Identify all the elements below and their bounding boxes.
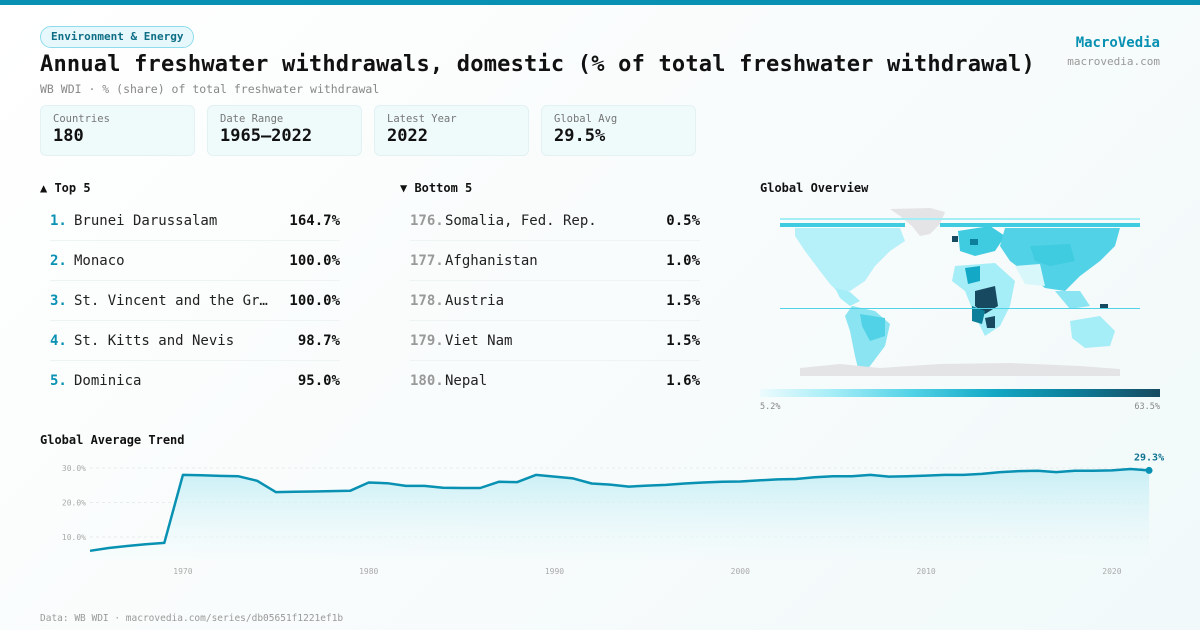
legend-max-label: 63.5% [1134, 402, 1160, 412]
stat-card-date-range: Date Range 1965–2022 [207, 105, 362, 156]
country-name: Afghanistan [445, 252, 538, 269]
svg-text:30.0%: 30.0% [62, 464, 86, 473]
svg-text:2010: 2010 [916, 567, 935, 576]
brand: MacroVedia macrovedia.com [1067, 35, 1160, 68]
rank-number: 176. [410, 212, 444, 229]
global-overview-panel: Global Overview 5.2 [760, 181, 1160, 412]
bottom5-list: 176. Somalia, Fed. Rep. 0.5% 177. Afghan… [400, 201, 700, 401]
page-title: Annual freshwater withdrawals, domestic … [40, 52, 1035, 77]
y-axis-ticks: 10.0% 20.0% 30.0% [62, 464, 86, 542]
list-item[interactable]: 4. St. Kitts and Nevis 98.7% [50, 321, 340, 361]
country-name: Nepal [445, 373, 488, 389]
list-item[interactable]: 177. Afghanistan 1.0% [410, 241, 700, 281]
bottom5-panel: ▼ Bottom 5 176. Somalia, Fed. Rep. 0.5% … [400, 181, 700, 401]
list-item[interactable]: 176. Somalia, Fed. Rep. 0.5% [410, 201, 700, 241]
rank-number: 179. [410, 332, 444, 349]
svg-text:20.0%: 20.0% [62, 499, 86, 508]
brand-url[interactable]: macrovedia.com [1067, 55, 1160, 68]
rank-number: 3. [50, 292, 67, 309]
stat-value: 180 [53, 126, 84, 146]
stat-label: Date Range [220, 113, 284, 125]
rank-number: 180. [410, 373, 444, 389]
stat-card-global-avg: Global Avg 29.5% [541, 105, 696, 156]
country-value: 1.0% [666, 252, 700, 269]
svg-text:1980: 1980 [359, 567, 378, 576]
svg-text:2000: 2000 [731, 567, 750, 576]
list-item[interactable]: 178. Austria 1.5% [410, 281, 700, 321]
trend-line [89, 467, 1150, 553]
svg-text:1990: 1990 [545, 567, 564, 576]
country-value: 1.5% [666, 292, 700, 309]
rank-number: 4. [50, 332, 67, 349]
stat-label: Countries [53, 113, 110, 125]
accent-top-bar [0, 0, 1200, 5]
top5-list: 1. Brunei Darussalam 164.7% 2. Monaco 10… [40, 201, 340, 401]
last-value-label: 29.3% [1134, 452, 1164, 463]
svg-text:10.0%: 10.0% [62, 533, 86, 542]
list-item[interactable]: 180. Nepal 1.6% [410, 361, 700, 401]
rank-number: 2. [50, 252, 67, 269]
stat-label: Latest Year [387, 113, 457, 125]
country-name: Austria [445, 292, 505, 309]
category-tag[interactable]: Environment & Energy [40, 26, 195, 48]
country-name: St. Vincent and the Gr… [74, 292, 268, 309]
list-item[interactable]: 179. Viet Nam 1.5% [410, 321, 700, 361]
rank-number: 1. [50, 212, 67, 229]
svg-text:2020: 2020 [1102, 567, 1121, 576]
stat-value: 1965–2022 [220, 126, 313, 146]
rank-number: 177. [410, 252, 444, 269]
footer-source: Data: WB WDI · macrovedia.com/series/db0… [40, 613, 344, 624]
stat-label: Global Avg [554, 113, 618, 125]
rank-number: 5. [50, 373, 67, 389]
country-name: Somalia, Fed. Rep. [445, 212, 597, 229]
stat-card-latest-year: Latest Year 2022 [374, 105, 529, 156]
country-name: St. Kitts and Nevis [74, 332, 235, 349]
stats-row: Countries 180 Date Range 1965–2022 Lates… [40, 105, 696, 156]
top5-panel: ▲ Top 5 1. Brunei Darussalam 164.7% 2. M… [40, 181, 340, 401]
legend-min-label: 5.2% [760, 402, 781, 412]
list-item[interactable]: 3. St. Vincent and the Gr… 100.0% [50, 281, 340, 321]
country-value: 0.5% [666, 212, 700, 229]
trend-area [90, 469, 1150, 560]
country-name: Viet Nam [445, 332, 513, 349]
country-name: Monaco [74, 252, 125, 269]
map-heading: Global Overview [760, 181, 869, 195]
trend-heading: Global Average Trend [40, 433, 185, 447]
global-average-trend-chart[interactable]: 10.0% 20.0% 30.0% 1970 1980 1990 2000 2010 2020… [0, 440, 1200, 590]
top5-heading: ▲ Top 5 [40, 181, 91, 195]
country-name: Brunei Darussalam [74, 212, 218, 229]
list-item[interactable]: 2. Monaco 100.0% [50, 241, 340, 281]
list-item[interactable]: 5. Dominica 95.0% [50, 361, 340, 401]
bottom5-heading: ▼ Bottom 5 [400, 181, 473, 195]
country-value: 1.6% [666, 373, 700, 389]
stat-value: 2022 [387, 126, 428, 146]
country-value: 98.7% [297, 332, 340, 349]
country-value: 100.0% [289, 252, 340, 269]
svg-text:1970: 1970 [173, 567, 192, 576]
x-axis-ticks: 1970 1980 1990 2000 2010 2020 [173, 567, 1121, 576]
country-value: 100.0% [289, 292, 340, 309]
page-subtitle: WB WDI · % (share) of total freshwater w… [40, 82, 380, 96]
color-scale-legend [760, 389, 1160, 397]
stat-card-countries: Countries 180 [40, 105, 195, 156]
country-value: 95.0% [297, 373, 340, 389]
list-item[interactable]: 1. Brunei Darussalam 164.7% [50, 201, 340, 241]
country-name: Dominica [74, 373, 142, 389]
country-value: 1.5% [666, 332, 700, 349]
rank-number: 178. [410, 292, 444, 309]
stat-value: 29.5% [554, 126, 606, 146]
world-choropleth-map[interactable] [780, 206, 1140, 381]
country-value: 164.7% [289, 212, 340, 229]
brand-name[interactable]: MacroVedia [1075, 35, 1160, 51]
last-point-marker[interactable] [1145, 466, 1153, 474]
